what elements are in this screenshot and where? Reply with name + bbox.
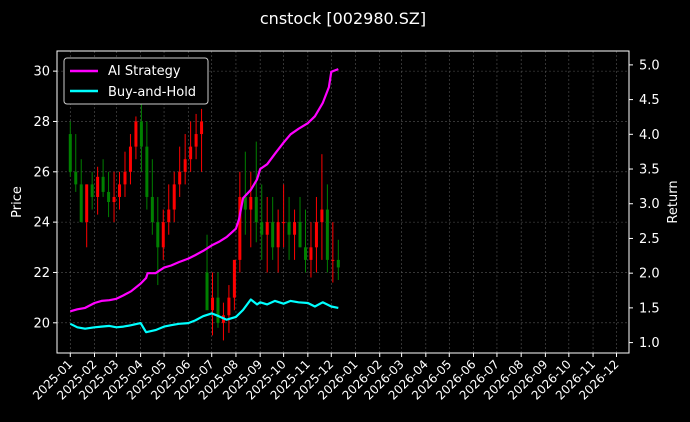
candle-body bbox=[189, 146, 193, 160]
candle-body bbox=[320, 209, 324, 223]
candle-body bbox=[298, 222, 302, 248]
candle-body bbox=[227, 297, 231, 316]
candle-body bbox=[118, 184, 122, 197]
candle-body bbox=[265, 222, 269, 235]
candle-body bbox=[254, 196, 258, 223]
candle-body bbox=[79, 184, 83, 223]
candle-body bbox=[96, 176, 100, 197]
candle-body bbox=[260, 222, 264, 235]
candle-body bbox=[145, 146, 149, 197]
legend-box bbox=[63, 57, 209, 105]
candle-body bbox=[205, 272, 209, 311]
right-tick-label: 3.5 bbox=[639, 163, 660, 178]
candle-body bbox=[150, 196, 154, 223]
left-tick-label: 20 bbox=[33, 316, 50, 331]
right-tick-label: 4.5 bbox=[639, 93, 660, 108]
candle-body bbox=[74, 171, 78, 185]
legend-buy-and-hold-label: Buy-and-Hold bbox=[108, 85, 196, 100]
candle-body bbox=[271, 222, 275, 248]
candle-body bbox=[216, 297, 220, 323]
right-tick-label: 3.0 bbox=[639, 197, 660, 212]
legend: AI Strategy Buy-and-Hold bbox=[63, 57, 209, 105]
candle-body bbox=[161, 222, 165, 248]
candle-body bbox=[232, 259, 236, 298]
grid bbox=[57, 51, 629, 353]
candle-body bbox=[200, 121, 204, 135]
candle-body bbox=[211, 297, 215, 311]
candle-body bbox=[68, 134, 72, 172]
candle-body bbox=[303, 247, 307, 260]
candle-body bbox=[128, 146, 132, 172]
candle-body bbox=[309, 247, 313, 260]
return-lines bbox=[69, 68, 339, 334]
candle-body bbox=[287, 222, 291, 235]
left-tick-label: 22 bbox=[33, 266, 50, 281]
candle-body bbox=[172, 184, 176, 210]
candle-body bbox=[249, 196, 253, 210]
right-tick-label: 2.5 bbox=[639, 232, 660, 247]
candle-body bbox=[156, 222, 160, 248]
candle-body bbox=[276, 222, 280, 248]
candle-body bbox=[101, 176, 105, 192]
candle-body bbox=[167, 209, 171, 223]
left-y-axis: 20 22 24 26 28 30 bbox=[33, 65, 57, 331]
left-tick-label: 26 bbox=[33, 165, 50, 180]
right-tick-label: 4.0 bbox=[639, 128, 660, 143]
candle-body bbox=[293, 222, 297, 235]
candle-body bbox=[85, 184, 89, 223]
chart-title: cnstock [002980.SZ] bbox=[260, 9, 426, 28]
right-tick-label: 2.0 bbox=[639, 267, 660, 282]
candle-body bbox=[183, 159, 187, 172]
right-tick-label: 1.0 bbox=[639, 336, 660, 351]
legend-ai-strategy-label: AI Strategy bbox=[108, 64, 181, 79]
candle-body bbox=[90, 184, 94, 197]
candle-body bbox=[282, 222, 286, 224]
candle-body bbox=[112, 196, 116, 202]
candle-body bbox=[243, 196, 247, 210]
right-y-axis: 1.0 1.5 2.0 2.5 3.0 3.5 4.0 4.5 5.0 bbox=[629, 58, 660, 351]
candle-body bbox=[178, 171, 182, 185]
candle-body bbox=[314, 222, 318, 248]
ai-strategy-line bbox=[69, 68, 339, 313]
candle-body bbox=[123, 171, 127, 185]
candle-body bbox=[325, 209, 329, 260]
left-y-axis-label: Price bbox=[10, 186, 25, 218]
left-tick-label: 30 bbox=[33, 65, 50, 80]
candle-body bbox=[336, 259, 340, 268]
candle-body bbox=[139, 121, 143, 147]
left-tick-label: 24 bbox=[33, 216, 50, 231]
price-candlesticks bbox=[68, 98, 340, 341]
right-y-axis-label: Return bbox=[666, 180, 681, 223]
buy-and-hold-line bbox=[69, 298, 339, 334]
candle-body bbox=[107, 191, 111, 202]
plot-frame bbox=[56, 50, 630, 354]
candle-body bbox=[194, 134, 198, 147]
right-tick-label: 5.0 bbox=[639, 58, 660, 73]
candle-body bbox=[134, 121, 138, 147]
left-tick-label: 28 bbox=[33, 115, 50, 130]
right-tick-label: 1.5 bbox=[639, 301, 660, 316]
candle-body bbox=[331, 259, 335, 261]
candle-body bbox=[238, 196, 242, 260]
